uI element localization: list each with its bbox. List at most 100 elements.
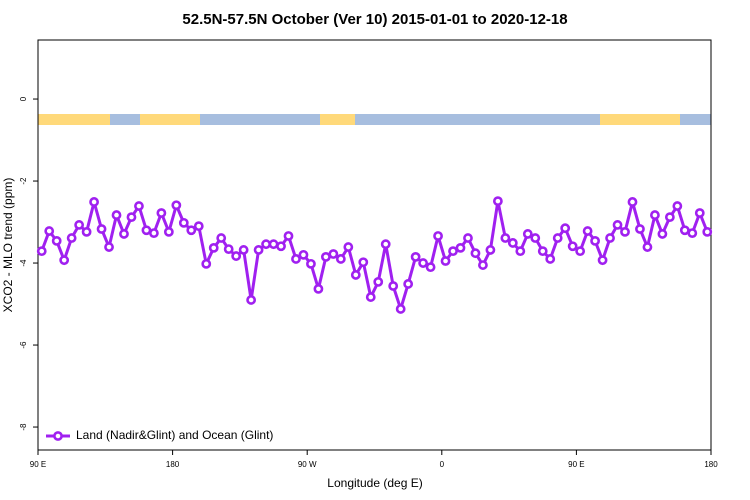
data-point [335,254,346,264]
data-point [156,208,167,218]
data-point [66,233,77,243]
data-point [163,226,174,237]
data-point [410,251,421,262]
land-ocean-strip [38,114,711,125]
data-point [328,249,339,259]
data-point [216,233,227,243]
data-point [111,210,122,220]
y-tick-label: -8 [19,423,28,431]
data-point [358,257,369,268]
data-point [470,248,481,259]
land-band [140,114,200,125]
data-point [119,229,129,239]
data-point [492,196,503,207]
data-point [635,224,645,234]
x-tick-label: 90 E [568,460,584,469]
data-point [373,276,384,287]
chart-title: 52.5N-57.5N October (Ver 10) 2015-01-01 … [182,11,567,28]
land-band [38,114,110,125]
data-point [380,239,391,250]
data-point [612,220,623,230]
data-point [350,270,361,280]
data-point [126,212,137,223]
x-tick-label: 180 [704,460,718,469]
data-point [268,239,279,250]
data-point [276,241,286,252]
data-point [201,258,212,269]
y-tick-label: -4 [19,259,28,267]
series-line [40,199,709,311]
data-point [507,238,518,248]
data-point [44,226,55,236]
ocean-band [38,114,711,125]
data-point [186,225,197,236]
data-point [627,197,638,207]
data-point [149,228,159,239]
data-point [664,212,675,223]
data-point [575,246,586,257]
legend-label: Land (Nadir&Glint) and Ocean (Glint) [76,428,273,442]
data-point [590,235,600,246]
data-point [440,256,451,266]
data-point [320,251,331,262]
data-point [223,244,234,254]
data-point [403,279,414,289]
data-point [246,295,257,305]
data-point [178,217,189,228]
plot-frame [37,39,712,451]
data-point [141,225,152,236]
data-point [463,233,473,243]
data-point [231,251,242,261]
data-point [51,235,62,246]
data-point [425,262,436,273]
data-point [134,201,144,211]
data-point [642,242,653,252]
data-point [567,241,578,252]
data-point [515,246,526,257]
y-tick-label: -2 [19,177,28,185]
data-point [89,197,99,207]
data-point [193,221,204,232]
data-point [448,246,458,257]
data-point [283,231,294,241]
data-point [478,260,488,270]
data-point [650,210,660,220]
land-band [320,114,355,125]
data-point [306,258,316,269]
data-point [485,245,496,255]
y-tick-label: 0 [19,96,28,101]
x-tick-label: 180 [166,460,180,469]
land-band [600,114,680,125]
data-point [694,208,705,218]
data-point [59,255,70,266]
data-point [530,233,541,243]
y-axis-label: XCO2 - MLO trend (ppm) [1,178,15,313]
x-tick-label: 0 [440,460,445,469]
legend-marker [53,431,63,441]
data-point [672,201,683,211]
data-point [679,225,690,236]
data-point [74,220,85,230]
data-point [582,226,593,236]
data-point [298,249,309,260]
data-point [261,239,271,250]
data-point [36,246,47,257]
data-point [238,245,249,255]
data-point [208,242,219,253]
data-point [96,224,107,234]
data-point [687,228,698,239]
data-point [522,229,533,239]
data-point [620,226,630,237]
data-point [605,233,615,243]
data-point [253,245,264,255]
x-axis-label: Longitude (deg E) [327,476,422,490]
data-point [388,281,399,291]
data-point [657,229,668,239]
data-point [171,200,182,211]
data-point [702,226,713,237]
x-tick-label: 90 W [298,460,317,469]
data-point [597,255,608,266]
data-point [455,242,466,253]
data-point [560,223,571,234]
